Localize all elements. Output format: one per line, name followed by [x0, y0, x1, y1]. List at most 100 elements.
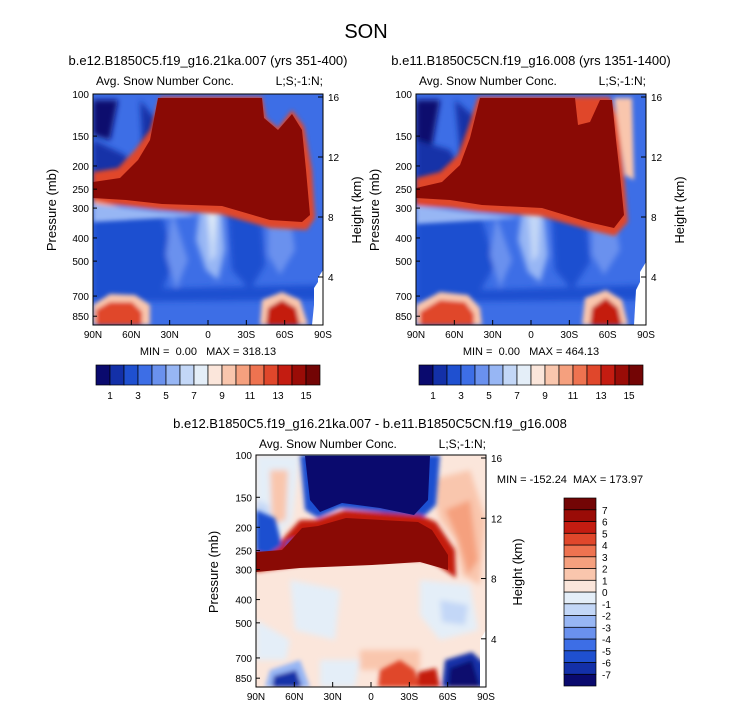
panel-0-xtick-label: 90N — [84, 330, 102, 341]
panel-1-ytick-label: 250 — [395, 185, 412, 196]
colorbar-label: 5 — [486, 391, 492, 402]
panel-b-colorbar: 1 3 5 7 9 11 13 15 — [418, 364, 644, 402]
panel-a-field — [93, 94, 323, 325]
panel-0-ytick-label: 200 — [72, 162, 89, 173]
colorbar-label: 3 — [458, 391, 464, 402]
panel-1-ytick-label: 500 — [395, 257, 412, 268]
colorbar-label: 6 — [602, 518, 608, 529]
colorbar-box — [558, 364, 574, 386]
colorbar-label: 5 — [163, 391, 169, 402]
panel-1-y2tick-label: 8 — [651, 213, 657, 224]
colorbar-box — [628, 364, 644, 386]
colorbar-box — [563, 591, 597, 605]
colorbar-label: 7 — [602, 506, 608, 517]
colorbar-label: 0 — [602, 588, 608, 599]
colorbar-box — [544, 364, 560, 386]
panel-2-ytick-label: 200 — [235, 523, 252, 534]
panel-1-ytick-label: 300 — [395, 204, 412, 215]
panel-b-right-label: L;S;-1:N; — [599, 74, 646, 88]
panel-0-xtick-label: 60S — [276, 330, 294, 341]
panel-2-ytick-label: 500 — [235, 619, 252, 630]
colorbar-label: 13 — [272, 391, 284, 402]
colorbar-label: -3 — [602, 623, 611, 634]
panel-b: b.e11.B1850C5CN.f19_g16.008 (yrs 1351-14… — [367, 53, 687, 402]
figure-title: SON — [344, 21, 387, 43]
colorbar-box — [488, 364, 504, 386]
colorbar-box — [123, 364, 139, 386]
colorbar-label: -4 — [602, 635, 611, 646]
colorbar-box — [474, 364, 490, 386]
panel-b-ylabel: Pressure (mb) — [367, 169, 382, 251]
colorbar-box — [614, 364, 630, 386]
colorbar-box — [151, 364, 167, 386]
panel-0-ytick-label: 850 — [72, 312, 89, 323]
colorbar-label: 7 — [191, 391, 197, 402]
panel-2-xtick-label: 0 — [368, 692, 374, 703]
colorbar-box — [563, 662, 597, 675]
colorbar-box — [249, 364, 265, 386]
panel-1-y2tick-label: 12 — [651, 153, 663, 164]
panel-b-axes: 100 150 200 250 300 400 500 700 850 4 8 12 16 90N 60N 3… — [395, 90, 662, 341]
panel-a: b.e12.B1850C5.f19_g16.21ka.007 (yrs 351-… — [44, 53, 364, 402]
panel-c-right-label: L;S;-1:N; — [439, 437, 486, 451]
panel-a-title: b.e12.B1850C5.f19_g16.21ka.007 (yrs 351-… — [69, 53, 348, 68]
panel-2-ytick-label: 400 — [235, 596, 252, 607]
panel-0-ytick-label: 700 — [72, 292, 89, 303]
panel-0-ytick-label: 400 — [72, 234, 89, 245]
panel-1-xtick-label: 90S — [637, 330, 655, 341]
panel-1-xtick-label: 30S — [560, 330, 578, 341]
panel-0-ytick-label: 500 — [72, 257, 89, 268]
colorbar-label: -2 — [602, 612, 611, 623]
panel-b-y2label: Height (km) — [672, 176, 687, 243]
colorbar-box — [563, 615, 597, 628]
colorbar-box — [586, 364, 602, 386]
colorbar-box — [460, 364, 476, 386]
panel-0-xtick-label: 0 — [205, 330, 211, 341]
colorbar-label: 11 — [245, 391, 256, 402]
colorbar-box — [572, 364, 588, 386]
panel-2-xtick-label: 60N — [285, 692, 303, 703]
colorbar-label: 9 — [219, 391, 225, 402]
panel-c-title: b.e12.B1850C5.f19_g16.21ka.007 - b.e11.B… — [173, 416, 567, 431]
colorbar-box — [563, 544, 597, 558]
colorbar-box — [563, 673, 597, 687]
colorbar-box — [446, 364, 462, 386]
colorbar-box — [516, 364, 532, 386]
colorbar-box — [563, 650, 597, 663]
panel-0-ytick-label: 250 — [72, 185, 89, 196]
panel-c-y2label: Height (km) — [510, 538, 525, 605]
panel-2-ytick-label: 850 — [235, 674, 252, 685]
panel-0-y2tick-label: 4 — [328, 273, 334, 284]
colorbar-label: 1 — [107, 391, 113, 402]
colorbar-box — [502, 364, 518, 386]
panel-1-ytick-label: 150 — [395, 132, 412, 143]
panel-2-ytick-label: 100 — [235, 451, 252, 462]
colorbar-box — [418, 364, 434, 386]
panel-a-right-label: L;S;-1:N; — [276, 74, 323, 88]
panel-a-colorbar: 1 3 5 7 9 11 13 15 — [95, 364, 321, 402]
panel-c: b.e12.B1850C5.f19_g16.21ka.007 - b.e11.B… — [173, 416, 643, 703]
panel-b-title: b.e11.B1850C5CN.f19_g16.008 (yrs 1351-14… — [391, 53, 670, 68]
colorbar-label: 1 — [602, 576, 608, 587]
panel-0-ytick-label: 100 — [72, 90, 89, 101]
colorbar-label: 11 — [568, 391, 579, 402]
colorbar-label: -7 — [602, 670, 611, 681]
colorbar-label: 2 — [602, 565, 608, 576]
panel-c-stats: MIN = -152.24 MAX = 173.97 — [497, 474, 643, 486]
panel-1-xtick-label: 0 — [528, 330, 534, 341]
panel-c-ylabel: Pressure (mb) — [206, 531, 221, 613]
colorbar-label: -5 — [602, 647, 611, 658]
colorbar-box — [530, 364, 546, 386]
colorbar-box — [277, 364, 293, 386]
colorbar-box — [235, 364, 251, 386]
colorbar-box — [193, 364, 209, 386]
colorbar-box — [165, 364, 181, 386]
panel-c-left-label: Avg. Snow Number Conc. — [259, 437, 397, 451]
colorbar-label: 7 — [514, 391, 520, 402]
panel-2-ytick-label: 700 — [235, 654, 252, 665]
colorbar-box — [207, 364, 223, 386]
colorbar-box — [291, 364, 307, 386]
colorbar-box — [563, 579, 597, 593]
